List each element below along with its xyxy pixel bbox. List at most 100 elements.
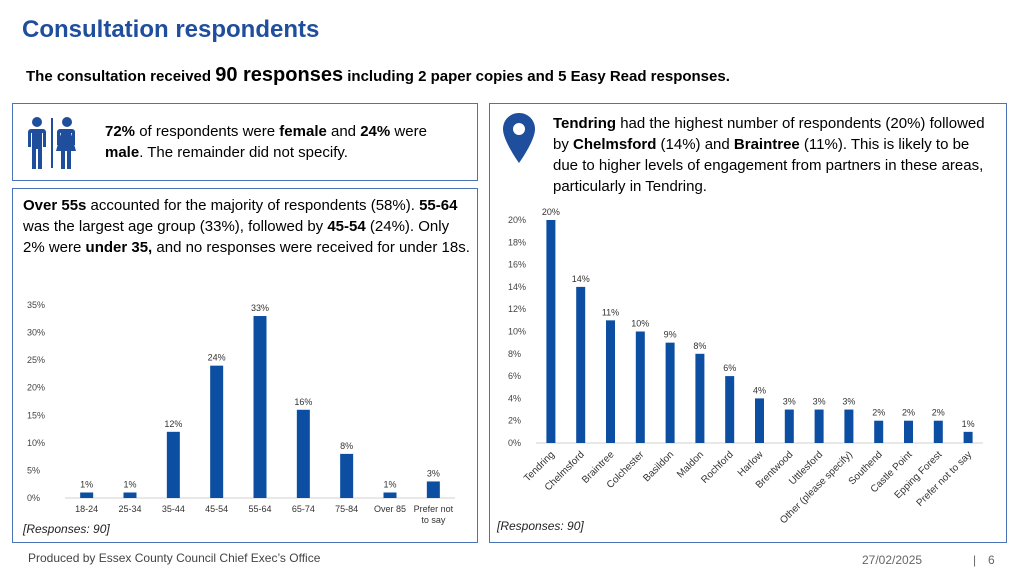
emphasis-text: Over 55s <box>23 197 87 214</box>
footer-producer: Produced by Essex County Council Chief E… <box>28 551 321 565</box>
data-label: 6% <box>723 363 736 373</box>
y-tick-label: 6% <box>508 371 521 381</box>
district-panel: Tendring had the highest number of respo… <box>489 103 1007 543</box>
data-label: 3% <box>427 468 440 478</box>
bar <box>80 492 94 498</box>
bar <box>296 409 310 498</box>
body-text: and <box>326 123 361 140</box>
emphasis-text: Braintree <box>733 136 800 153</box>
y-tick-label: 0% <box>27 493 40 503</box>
bar <box>253 316 267 498</box>
bar <box>576 286 586 443</box>
y-tick-label: 25% <box>27 355 45 365</box>
bar <box>755 398 764 443</box>
y-tick-label: 20% <box>27 383 45 393</box>
bar <box>635 331 645 443</box>
body-text: and no responses were received for under… <box>152 239 470 256</box>
bar <box>665 342 675 443</box>
x-tick-label: 55-64 <box>248 504 271 514</box>
emphasis-text: female <box>279 123 327 140</box>
data-label: 11% <box>602 307 619 317</box>
intro-suffix: including 2 paper copies and 5 Easy Read… <box>343 68 730 85</box>
data-label: 20% <box>542 207 560 217</box>
bar <box>814 409 824 443</box>
x-tick-label: 35-44 <box>162 504 185 514</box>
x-tick-label: 18-24 <box>75 504 98 514</box>
data-label: 12% <box>164 419 182 429</box>
emphasis-text: 55-64 <box>419 197 458 214</box>
y-tick-label: 18% <box>508 237 526 247</box>
body-text: . The remainder did not specify. <box>139 144 348 161</box>
bar <box>904 420 913 443</box>
data-label: 8% <box>340 441 353 451</box>
district-summary-text: Tendring had the highest number of respo… <box>553 113 993 197</box>
data-label: 14% <box>572 274 590 284</box>
district-bar-chart: 0%2%4%6%8%10%12%14%16%18%20%20%Tendring1… <box>508 207 983 526</box>
body-text: had the highest number of respondents (2… <box>553 115 985 153</box>
intro-summary: The consultation received 90 responses i… <box>26 64 730 87</box>
y-tick-label: 10% <box>27 438 45 448</box>
bar <box>874 420 884 443</box>
emphasis-text: 45-54 <box>327 218 366 235</box>
data-label: 3% <box>842 397 855 407</box>
data-label: 8% <box>693 341 706 351</box>
intro-prefix: The consultation received <box>26 68 216 85</box>
age-summary-text: Over 55s accounted for the majority of r… <box>23 195 473 258</box>
page-title: Consultation respondents <box>22 16 320 43</box>
data-label: 4% <box>753 385 766 395</box>
data-label: 2% <box>872 408 885 418</box>
data-label: 1% <box>123 479 136 489</box>
y-tick-label: 15% <box>27 410 45 420</box>
bar <box>210 365 224 498</box>
data-label: 1% <box>962 419 975 429</box>
bar <box>784 409 794 443</box>
bar <box>606 320 615 443</box>
body-text: of respondents were <box>135 123 280 140</box>
body-text: were <box>390 123 427 140</box>
x-tick-label: 65-74 <box>292 504 315 514</box>
footer-date: 27/02/2025 <box>862 553 923 567</box>
bar <box>340 453 354 498</box>
body-text: (24%). Only 2% were <box>23 218 450 256</box>
y-tick-label: 35% <box>27 300 45 310</box>
data-label: 10% <box>631 319 649 329</box>
age-responses-note: [Responses: 90] <box>23 522 110 536</box>
gender-summary-text: 72% of respondents were female and 24% w… <box>105 121 445 163</box>
bar <box>844 409 854 443</box>
x-tick-label: Prefer not to say <box>414 504 454 525</box>
district-responses-note: [Responses: 90] <box>497 519 584 533</box>
body-text: accounted for the majority of respondent… <box>86 197 420 214</box>
gender-panel: 72% of respondents were female and 24% w… <box>12 103 478 181</box>
bar <box>426 481 440 498</box>
female-male-toilet-icon <box>28 117 76 169</box>
data-label: 2% <box>932 408 945 418</box>
x-tick-label: 25-34 <box>118 504 141 514</box>
x-tick-label: 45-54 <box>205 504 228 514</box>
data-label: 2% <box>902 408 915 418</box>
intro-highlight: 90 responses <box>215 64 344 86</box>
y-tick-label: 30% <box>27 328 45 338</box>
y-tick-label: 0% <box>508 438 521 448</box>
emphasis-text: Chelmsford <box>573 136 657 153</box>
emphasis-text: Tendring <box>553 115 617 132</box>
y-tick-label: 8% <box>508 349 521 359</box>
x-tick-label: Rochford <box>699 449 735 485</box>
data-label: 9% <box>664 330 677 340</box>
data-label: 33% <box>251 303 269 313</box>
footer-separator: | <box>973 553 977 567</box>
x-tick-label: Over 85 <box>374 504 406 514</box>
age-bar-chart: 0% 5% 10% 15% 20% 25% 30% 35% 1% 18-24 1% 25-34 12% 3… <box>27 300 455 525</box>
bar <box>546 220 556 443</box>
data-label: 24% <box>208 353 226 363</box>
bar <box>695 353 705 443</box>
body-text: (14%) and <box>656 136 734 153</box>
x-tick-label: Basildon <box>641 449 676 484</box>
y-tick-label: 5% <box>27 465 40 475</box>
footer-page-number: 6 <box>988 553 995 567</box>
body-text: was the largest age group (33%), followe… <box>23 218 328 235</box>
y-tick-label: 10% <box>508 327 526 337</box>
y-tick-label: 2% <box>508 416 521 426</box>
y-tick-label: 4% <box>508 393 521 403</box>
emphasis-text: 72% <box>105 123 136 140</box>
emphasis-text: 24% <box>360 123 391 140</box>
